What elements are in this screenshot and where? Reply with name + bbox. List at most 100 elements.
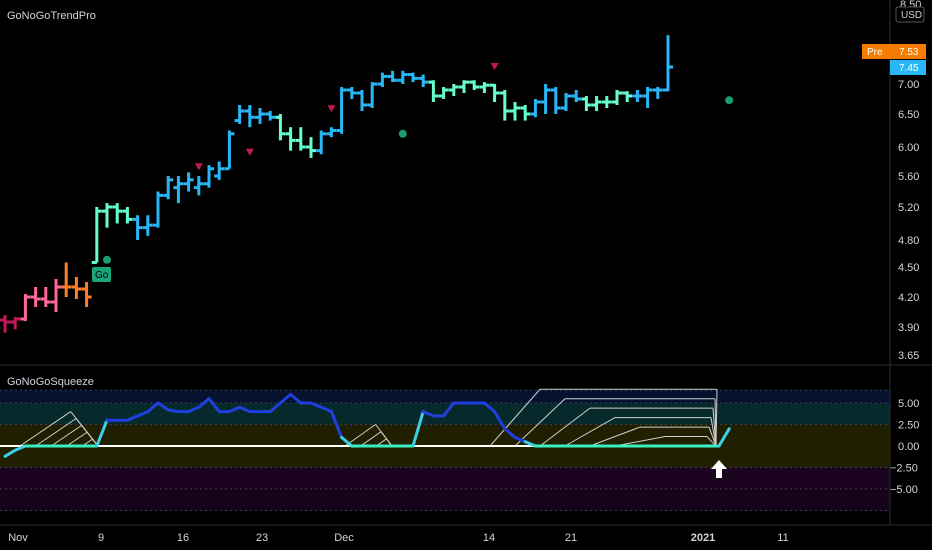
ohlc-bar [285,127,296,151]
countertrend-arrow-icon [490,63,499,70]
squeeze-line-segment [95,418,109,448]
ohlc-bar [448,84,459,96]
ohlc-bar [397,70,408,84]
go-marker-box [92,267,111,282]
ohlc-bar [61,262,72,297]
ohlc-bar [214,161,225,180]
squeeze-line-segment [136,410,150,418]
squeeze-line-segment [166,408,180,414]
ohlc-bar [489,83,500,102]
ohlc-bar [10,317,21,330]
ohlc-bar [316,130,327,155]
squeeze-grid-line [375,424,393,447]
squeeze-line-segment [197,397,211,409]
ohlc-bar [244,105,255,128]
ohlc-bar [357,90,367,111]
currency-badge[interactable] [895,6,925,23]
ohlc-bar [142,215,153,236]
squeeze-grid-line [344,424,376,447]
band-min [0,489,890,511]
squeeze-line-segment [289,392,303,405]
price-tick-label: 7.00 [898,79,919,91]
countertrend-arrow-icon [194,163,203,171]
squeeze-line-segment [421,410,435,418]
ohlc-bar [540,84,551,114]
squeeze-line-segment [227,405,242,414]
squeeze-grid-line [614,436,666,447]
time-tick-label: 16 [177,532,189,544]
squeeze-line-segment [278,392,293,405]
ohlc-bar [459,80,469,93]
squeeze-grid-line [514,398,566,447]
ohlc-bar [550,87,561,114]
squeeze-line-segment [717,427,731,448]
countertrend-arrow-icon [327,105,336,113]
squeeze-line-segment [268,401,282,414]
squeeze-line-segment [319,405,333,414]
continuation-dot [103,255,111,264]
ohlc-bar [91,207,102,264]
ohlc-bar [102,203,112,228]
price-tick-label: 5.60 [898,171,919,183]
squeeze-line-segment [125,414,140,422]
squeeze-line-segment [309,401,323,409]
squeeze-line-segment [523,440,537,448]
price-tick-label: 3.90 [898,322,919,334]
squeeze-grid-line [50,424,82,447]
squeeze-line-segment [493,410,507,431]
ohlc-bar [622,91,633,102]
ohlc-bar [632,90,643,102]
ohlc-bar [591,96,602,111]
price-tick-label: 4.50 [898,262,919,274]
squeeze-tick-label: 0.00 [898,441,919,453]
squeeze-line-segment [3,448,17,458]
squeeze-grid-left [19,411,99,447]
squeeze-grid-line [706,436,717,447]
indicator-title-bottom: GoNoGoSqueeze [7,376,94,388]
squeeze-line-segment [207,397,221,414]
top-pane [0,35,932,366]
ohlc-bar [612,90,622,105]
squeeze-grid-right [489,388,718,447]
ohlc-bar [520,105,531,121]
currency-label[interactable]: USD [901,10,922,21]
squeeze-line-segment [187,405,201,414]
price-tick-label: 6.00 [898,142,919,154]
time-tick-label: 2021 [691,532,715,544]
ohlc-bar [204,165,214,188]
ohlc-bar [326,127,337,138]
ohlc-bar [275,114,286,141]
ohlc-bar [20,294,31,321]
ohlc-bar [510,102,520,121]
ohlc-bar [438,87,449,99]
ohlc-bar [71,277,82,299]
continuation-dot [398,129,407,138]
squeeze-line-segment [156,401,170,412]
ohlc-bar [581,96,592,111]
ohlc-bar [336,87,347,134]
squeeze-grid-line [589,426,641,447]
ohlc-bar [163,176,174,200]
go-marker-label: Go [95,270,109,281]
ohlc-bar [132,215,143,240]
squeeze-line-segment [340,435,354,448]
band-low [0,467,890,489]
time-tick-label: Dec [334,532,354,544]
squeeze-tick-label: −5.00 [890,484,918,496]
ohlc-bar [183,172,194,192]
ohlc-bar [530,99,541,118]
up-arrow-icon [711,460,727,478]
time-tick-label: 23 [256,532,268,544]
ohlc-bar [428,80,439,102]
ohlc-bar [0,315,10,333]
ohlc-bar [642,87,653,108]
squeeze-tick-label: −2.50 [890,463,918,475]
squeeze-line-segment [513,435,527,444]
squeeze-line-segment [329,410,344,439]
ohlc-bar [571,90,582,102]
ohlc-bar [51,279,61,312]
ohlc-bar [193,176,204,196]
ohlc-bar [387,70,398,83]
price-tick-label: 4.20 [898,292,919,304]
ohlc-bar [652,87,663,99]
